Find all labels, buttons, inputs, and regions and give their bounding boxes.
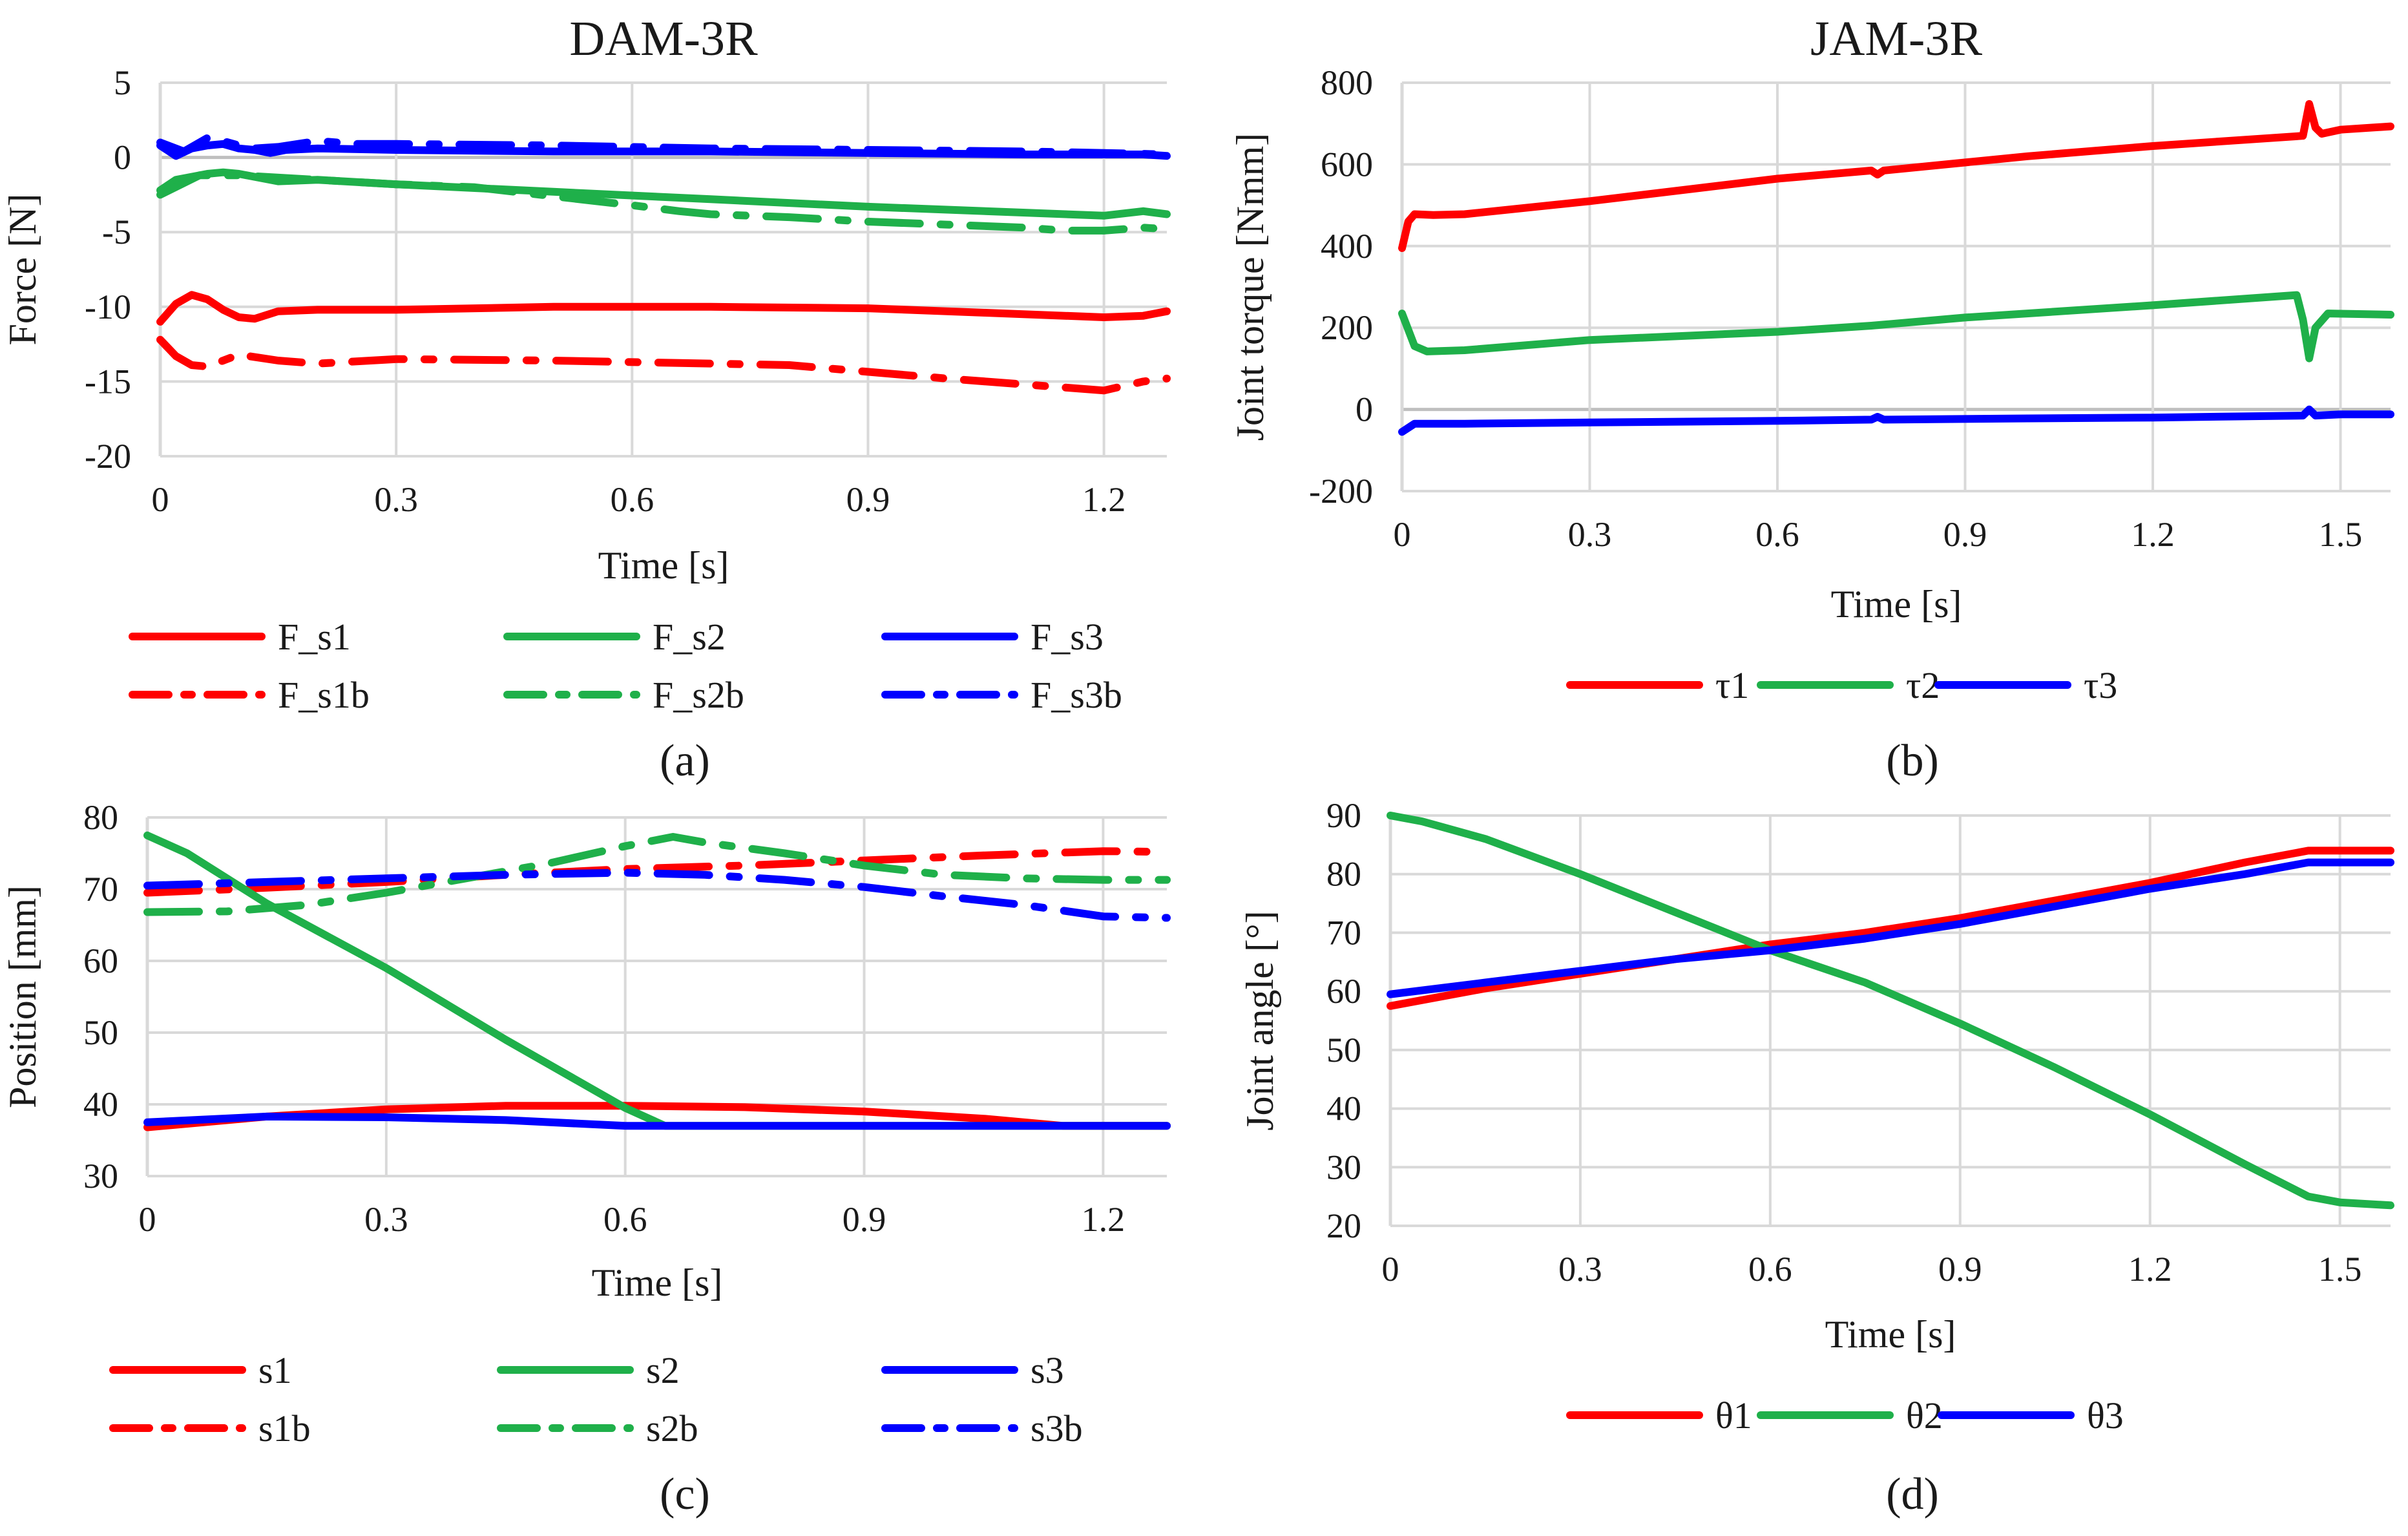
- y-axis-label: Force [N]: [1, 194, 44, 346]
- y-tick-label: 30: [83, 1157, 118, 1195]
- x-tick-label: 0.9: [846, 480, 890, 519]
- y-tick-label: 0: [114, 138, 131, 177]
- y-tick-label: 400: [1321, 227, 1373, 266]
- y-tick-label: 80: [1326, 855, 1361, 894]
- y-tick-label: 0: [1356, 390, 1373, 429]
- legend-label: τ1: [1715, 664, 1749, 706]
- legend-label: s3b: [1031, 1407, 1083, 1449]
- y-axis-label: Joint angle [°]: [1239, 910, 1281, 1131]
- y-tick-label: -5: [102, 213, 131, 251]
- series-line-τ2: [1398, 291, 2394, 363]
- x-axis-label: Time [s]: [1825, 1313, 1956, 1356]
- legend-label: s2: [646, 1349, 680, 1391]
- y-tick-label: 60: [1326, 972, 1361, 1011]
- y-axis-label: Position [mm]: [1, 885, 44, 1108]
- x-tick-label: 0: [1382, 1250, 1399, 1289]
- series-line-s2b: [143, 833, 1171, 916]
- x-tick-label: 0.9: [1943, 515, 1987, 554]
- y-tick-label: 200: [1321, 308, 1373, 347]
- panel-caption: (d): [1886, 1469, 1939, 1519]
- legend-label: τ2: [1906, 664, 1940, 706]
- y-tick-label: 50: [83, 1013, 118, 1052]
- panel-caption: (b): [1886, 736, 1939, 786]
- legend-label: F_s2b: [653, 674, 744, 716]
- y-tick-label: 30: [1326, 1148, 1361, 1186]
- x-tick-label: 0.3: [374, 480, 418, 519]
- series-line-F_s1: [156, 291, 1171, 326]
- series-line-θ3: [1387, 858, 2394, 998]
- series-line-s3b: [143, 868, 1171, 922]
- legend-label: F_s3: [1031, 616, 1104, 658]
- legend-label: θ1: [1715, 1394, 1752, 1436]
- series-line-s3: [143, 1112, 1171, 1130]
- x-tick-label: 1.5: [2318, 1250, 2362, 1289]
- legend-label: s1: [258, 1349, 292, 1391]
- y-tick-label: 90: [1326, 796, 1361, 835]
- y-tick-label: 600: [1321, 145, 1373, 184]
- x-tick-label: 1.5: [2319, 515, 2363, 554]
- x-axis-label: Time [s]: [1831, 583, 1962, 626]
- x-tick-label: 0.6: [1748, 1250, 1792, 1289]
- legend-label: τ3: [2084, 664, 2117, 706]
- legend-label: F_s1b: [278, 674, 370, 716]
- y-tick-label: 40: [1326, 1089, 1361, 1128]
- panel-caption: (c): [660, 1469, 710, 1519]
- chart-title: DAM-3R: [569, 12, 758, 66]
- chart-panel-d: 20 30 40 50 60 70 80 90 0 0.3 0.6 0.9 1.2 1.5 Time [s]…: [1239, 796, 2394, 1519]
- x-tick-label: 1.2: [1082, 480, 1126, 519]
- x-tick-label: 0.6: [611, 480, 654, 519]
- y-tick-label: -20: [85, 437, 131, 476]
- x-tick-label: 0: [1394, 515, 1411, 554]
- y-tick-label: 60: [83, 942, 118, 980]
- x-tick-label: 0.9: [843, 1200, 886, 1239]
- y-tick-label: 50: [1326, 1031, 1361, 1069]
- y-tick-label: -15: [85, 362, 131, 401]
- y-tick-label: 20: [1326, 1206, 1361, 1245]
- x-tick-label: 0.9: [1938, 1250, 1982, 1289]
- legend-label: θ2: [1906, 1394, 1943, 1436]
- panel-caption: (a): [660, 736, 710, 786]
- legend-label: s3: [1031, 1349, 1064, 1391]
- legend-label: s1b: [258, 1407, 311, 1449]
- y-tick-label: 40: [83, 1085, 118, 1124]
- series-line-F_s2b: [156, 171, 1171, 235]
- legend-label: F_s1: [278, 616, 351, 658]
- x-tick-label: 0.3: [1568, 515, 1612, 554]
- y-tick-label: 80: [83, 798, 118, 837]
- y-axis-label: Joint torque [Nmm]: [1229, 133, 1272, 441]
- y-tick-label: 5: [114, 63, 131, 102]
- series-line-F_s3: [156, 140, 1171, 160]
- x-tick-label: 0.6: [1755, 515, 1799, 554]
- x-tick-label: 1.2: [2131, 515, 2175, 554]
- legend-label: F_s2: [653, 616, 726, 658]
- legend-label: F_s3b: [1031, 674, 1122, 716]
- legend-label: s2b: [646, 1407, 698, 1449]
- x-tick-label: 0: [152, 480, 169, 519]
- y-tick-label: -200: [1309, 472, 1373, 510]
- chart-panel-b: -200 0 200 400 600 800 0 0.3 0.6 0.9 1.2 1.5 JAM-3R T…: [1229, 12, 2394, 786]
- y-tick-label: -10: [85, 288, 131, 326]
- chart-title: JAM-3R: [1810, 12, 1982, 66]
- x-tick-label: 0: [139, 1200, 156, 1239]
- chart-panel-a: -20 -15 -10 -5 0 5 0 0.3 0.6 0.9 1.2 DAM-3R Time [s]…: [1, 12, 1171, 786]
- series-line-F_s3b: [156, 134, 1171, 158]
- x-tick-label: 0.3: [364, 1200, 408, 1239]
- x-tick-label: 1.2: [1082, 1200, 1125, 1239]
- chart-panel-c: 30 40 50 60 70 80 0 0.3 0.6 0.9 1.2 Time [s] Positio…: [1, 798, 1171, 1519]
- x-tick-label: 0.3: [1558, 1250, 1602, 1289]
- x-axis-label: Time [s]: [598, 544, 729, 587]
- x-axis-label: Time [s]: [592, 1261, 723, 1304]
- x-tick-label: 1.2: [2128, 1250, 2172, 1289]
- series-line-τ1: [1398, 100, 2394, 252]
- series-line-s1b: [143, 847, 1171, 897]
- legend-label: θ3: [2087, 1394, 2124, 1436]
- y-tick-label: 70: [83, 870, 118, 909]
- x-tick-label: 0.6: [603, 1200, 647, 1239]
- series-line-F_s1b: [156, 335, 1171, 395]
- y-tick-label: 800: [1321, 63, 1373, 102]
- series-line-θ2: [1387, 812, 2394, 1210]
- series-line-τ3: [1398, 405, 2394, 436]
- y-tick-label: 70: [1326, 913, 1361, 952]
